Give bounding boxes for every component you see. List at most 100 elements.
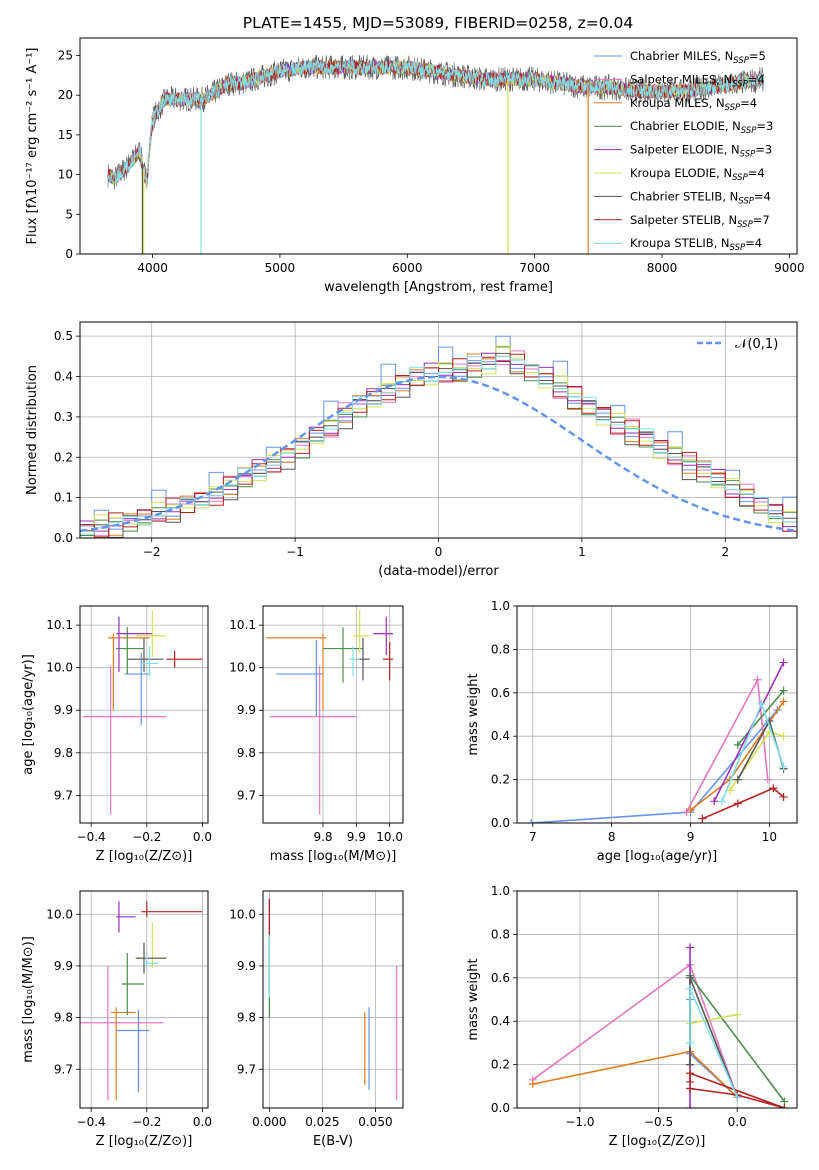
x-tick-label: 9000	[774, 261, 805, 275]
y-axis-label: Flux [fλ10⁻¹⁷ erg cm⁻² s⁻¹ A⁻¹]	[25, 48, 40, 245]
y-tick-label: 0	[65, 247, 73, 261]
plot-area	[268, 898, 398, 1101]
x-tick-label: 10	[762, 830, 777, 844]
y-tick-label: 9.8	[54, 1011, 73, 1025]
x-tick-label: 10.0	[376, 830, 403, 844]
legend-subscript: SSP	[732, 79, 748, 89]
y-tick-label: 0.0	[54, 531, 73, 545]
weight-point-marker	[528, 1080, 537, 1089]
x-tick-label: 6000	[392, 261, 423, 275]
x-tick-label: 9.9	[347, 830, 366, 844]
x-tick-label: 0.0	[193, 1115, 212, 1129]
normal-reference-curve	[80, 375, 797, 533]
panel-mass-vs-Z: −0.4 −0.2 0.0 9.7 9.8 9.9 10.0 Z [log₁₀(Z/Z⊙)] m…	[21, 890, 212, 1149]
y-tick-label: 0.8	[491, 927, 510, 941]
y-tick-label: 0.6	[491, 971, 510, 985]
legend-count: =4	[754, 189, 771, 203]
x-tick-label: 2	[721, 545, 729, 559]
legend-subscript: SSP	[738, 196, 754, 206]
legend-entry: Salpeter ELODIE, NSSP=3	[630, 143, 772, 160]
legend-entry: Salpeter STELIB, NSSP=7	[630, 213, 770, 230]
plot-area	[80, 335, 797, 538]
legend-entry: Kroupa STELIB, NSSP=4	[630, 236, 762, 253]
spectrum-series-line	[107, 59, 764, 186]
legend-subscript: SSP	[732, 173, 748, 183]
legend-count: =3	[755, 143, 772, 157]
weight-point-marker	[733, 1010, 742, 1019]
x-tick-label: −2	[143, 545, 161, 559]
weight-point-marker	[733, 775, 742, 784]
y-tick-label: 0.8	[491, 642, 510, 656]
plot-area	[527, 658, 788, 823]
weight-point-marker	[779, 658, 788, 667]
weight-point-marker	[779, 686, 788, 695]
y-tick-label: 9.9	[237, 703, 256, 717]
x-tick-label: 4000	[137, 261, 168, 275]
legend-count: =3	[756, 119, 773, 133]
legend-entry: Salpeter MILES, NSSP=4	[630, 72, 765, 89]
weight-point-marker	[682, 808, 691, 817]
weight-point-marker	[765, 717, 774, 726]
y-tick-label: 9.9	[237, 959, 256, 973]
x-tick-label: 0	[435, 545, 443, 559]
legend-subscript: SSP	[725, 103, 741, 113]
weight-point-marker	[763, 775, 772, 784]
x-tick-label: 0.025	[305, 1115, 339, 1129]
x-axis-label: E(B-V)	[313, 1134, 353, 1149]
legend-count: =4	[745, 236, 762, 250]
y-tick-label: 9.9	[54, 703, 73, 717]
weight-series-line	[689, 988, 738, 1098]
weight-point-marker	[686, 943, 695, 952]
weight-point-marker	[733, 1093, 742, 1102]
y-tick-label: 10.1	[229, 618, 256, 632]
weight-series-line	[737, 690, 785, 746]
y-tick-label: 0.2	[54, 450, 73, 464]
y-tick-label: 0.2	[491, 773, 510, 787]
x-tick-label: 7	[529, 830, 537, 844]
weight-point-marker	[779, 697, 788, 706]
x-axis-label: age [log₁₀(age/yr)]	[597, 849, 718, 864]
legend-entry: Chabrier ELODIE, NSSP=3	[630, 119, 773, 136]
x-tick-label: 0.0	[193, 830, 212, 844]
legend-subscript: SSP	[737, 220, 753, 230]
weight-point-marker	[686, 973, 695, 982]
legend-subscript: SSP	[733, 56, 749, 66]
legend-subscript: SSP	[740, 150, 756, 160]
panel-mass-vs-EBV: 0.000 0.025 0.050 9.7 9.8 9.9 10.0 E(B-V)	[229, 890, 404, 1149]
x-tick-label: 0.000	[252, 1115, 286, 1129]
y-tick-label: 9.8	[54, 746, 73, 760]
x-axis-label: (data-model)/error	[378, 564, 499, 579]
weight-point-marker	[686, 1038, 695, 1047]
y-tick-label: 0.0	[491, 1101, 510, 1115]
x-tick-label: 8000	[647, 261, 678, 275]
y-axis-label: age [log₁₀(age/yr)]	[21, 654, 36, 775]
panel-residuals: −2 −1 0 1 2 0.0 0.1 0.2 0.3 0.4 0.5 (data-model)/er…	[25, 321, 798, 579]
x-tick-label: −0.4	[77, 830, 106, 844]
y-tick-label: 10.0	[46, 907, 73, 921]
plot-area	[528, 943, 789, 1108]
y-tick-label: 0.1	[54, 491, 73, 505]
axes-frame	[516, 605, 798, 824]
y-axis-label: Normed distribution	[25, 365, 40, 495]
axes-frame	[262, 890, 404, 1109]
weight-point-marker	[757, 699, 766, 708]
x-axis-label: mass [log₁₀(M/M⊙)]	[270, 849, 397, 864]
plot-area	[80, 901, 203, 1101]
plot-area	[82, 610, 203, 815]
legend-entry: Kroupa ELODIE, NSSP=4	[630, 166, 765, 183]
y-axis-label: mass [log₁₀(M/M⊙)]	[21, 936, 36, 1063]
x-tick-label: −1.0	[565, 1115, 594, 1129]
weight-point-marker	[780, 1104, 789, 1108]
weight-point-marker	[686, 805, 695, 814]
plot-area	[107, 54, 764, 254]
plot-area	[266, 610, 393, 815]
x-axis-label: Z [log₁₀(Z/Z⊙)]	[96, 1134, 193, 1149]
y-tick-label: 10.0	[229, 907, 256, 921]
weight-point-marker	[779, 792, 788, 801]
x-tick-label: 1	[578, 545, 586, 559]
axes-frame	[79, 890, 209, 1109]
x-tick-label: −0.4	[77, 1115, 106, 1129]
weight-series-line	[713, 662, 785, 802]
weight-series-line	[689, 1013, 738, 1025]
x-tick-label: 5000	[265, 261, 296, 275]
